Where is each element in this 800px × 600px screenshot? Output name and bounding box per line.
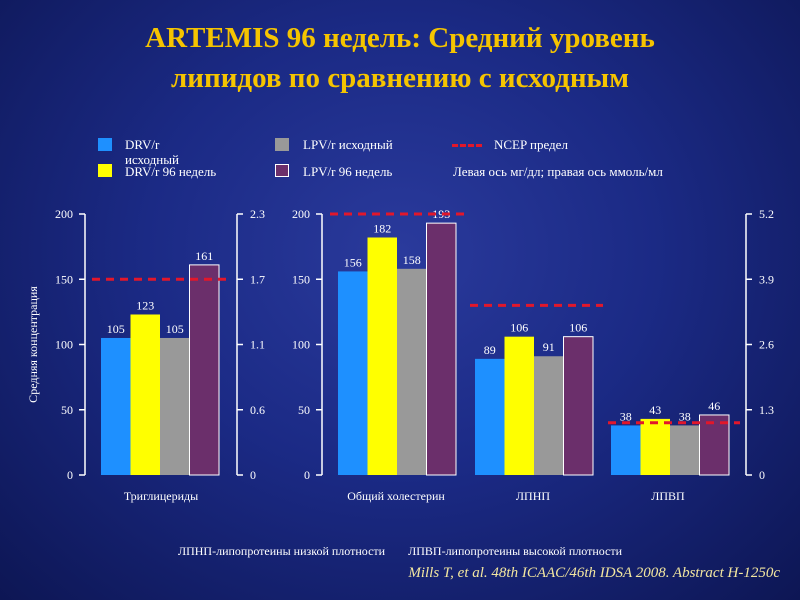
panel2-bar xyxy=(475,358,505,475)
panel2-right-tick-label: 5.2 xyxy=(759,207,774,221)
legend-swatch-lpv-base xyxy=(275,138,289,151)
panel2-bar xyxy=(397,268,427,475)
panel1-left-tick-label: 200 xyxy=(55,207,73,221)
panel2-bar xyxy=(640,418,670,475)
panel2-category-label: ЛПНП xyxy=(516,489,550,503)
panel2-left-tick-label: 150 xyxy=(292,272,310,286)
panel2-bar xyxy=(699,414,730,476)
panel1-bar-value-label: 105 xyxy=(166,322,184,336)
abbreviation-note: ЛПНП-липопротеины низкой плотности ЛПВП-… xyxy=(0,544,800,559)
panel2-category-label: ЛПВП xyxy=(651,489,685,503)
panel2-bar xyxy=(504,336,534,475)
panel1-right-tick-label: 2.3 xyxy=(250,207,265,221)
panel2-bar-value-label: 106 xyxy=(510,321,528,335)
panel2-right-tick-label: 0 xyxy=(759,468,765,482)
panel2-bar-value-label: 46 xyxy=(708,399,720,413)
panel1-right-tick-label: 0.6 xyxy=(250,403,265,417)
panel1-bar-value-label: 105 xyxy=(107,322,125,336)
legend-label-lpv-96: LPV/r 96 недель xyxy=(303,164,393,179)
panel2-right-tick-label: 3.9 xyxy=(759,272,774,286)
panel2-right-tick-label: 1.3 xyxy=(759,403,774,417)
panel1-bar xyxy=(189,264,220,476)
panel1-left-tick-label: 150 xyxy=(55,272,73,286)
panel2-left-tick-label: 100 xyxy=(292,338,310,352)
panel2-bar-value-label: 38 xyxy=(679,409,691,423)
panel1-bar-value-label: 123 xyxy=(136,298,154,312)
panel1-left-tick-label: 0 xyxy=(67,468,73,482)
panel2-bar xyxy=(426,222,457,476)
panel2-bar xyxy=(338,271,368,475)
panel2-bar xyxy=(611,425,641,475)
legend-label-lpv-base: LPV/r исходный xyxy=(303,137,393,152)
panel2-category-label: Общий холестерин xyxy=(347,489,445,503)
legend-label-ncep: NCEP предел xyxy=(494,137,568,152)
panel2-left-tick-label: 50 xyxy=(298,403,310,417)
panel2-bar xyxy=(563,336,594,476)
panel1-left-tick-label: 50 xyxy=(61,403,73,417)
panel2-bar-value-label: 106 xyxy=(569,321,587,335)
panel1-right-tick-label: 1.1 xyxy=(250,338,265,352)
panel1-category-label: Триглицериды xyxy=(124,489,198,503)
panel1-right-tick-label: 0 xyxy=(250,468,256,482)
panel2-bar xyxy=(670,425,700,475)
title-line-1: ARTEMIS 96 недель: Средний уровень xyxy=(145,22,655,54)
panel2-bar xyxy=(367,237,397,475)
panel2-bar-value-label: 89 xyxy=(484,343,496,357)
panel1-bar xyxy=(101,337,131,475)
slide-title: ARTEMIS 96 недель: Средний уровень липид… xyxy=(0,18,800,98)
panel2-bar-value-label: 38 xyxy=(620,409,632,423)
title-line-2: липидов по сравнению с исходным xyxy=(171,62,629,94)
panel1-right-tick-label: 1.7 xyxy=(250,272,265,286)
legend-swatch-drv-base xyxy=(98,138,112,151)
panel2-bar-value-label: 193 xyxy=(432,207,450,221)
panel1-bar xyxy=(160,337,190,475)
panel2-bar-value-label: 156 xyxy=(344,255,362,269)
legend-swatch-lpv-96 xyxy=(275,164,289,177)
panel2-bar-value-label: 91 xyxy=(543,340,555,354)
panel1-y-axis-title: Средняя концентрация xyxy=(26,286,40,403)
legend-axis-note: Левая ось мг/дл; правая ось ммоль/мл xyxy=(453,164,663,179)
panel2-bar xyxy=(534,356,564,475)
panel2-left-tick-label: 200 xyxy=(292,207,310,221)
panel2-bar-value-label: 158 xyxy=(403,253,421,267)
hdl-definition: ЛПВП-липопротеины высокой плотности xyxy=(408,544,623,558)
ldl-definition: ЛПНП-липопротеины низкой плотности xyxy=(177,544,386,558)
legend-label-drv-96: DRV/r 96 недель xyxy=(125,164,217,179)
legend-swatch-ncep xyxy=(452,144,482,147)
panel2-bar-value-label: 182 xyxy=(373,221,391,235)
legend-swatch-drv-96 xyxy=(98,164,112,177)
panel2-right-tick-label: 2.6 xyxy=(759,338,774,352)
panel2-bar-value-label: 43 xyxy=(649,403,661,417)
legend-label-drv-base: DRV/r исходный xyxy=(125,137,179,167)
panel2-left-tick-label: 0 xyxy=(304,468,310,482)
panel1-left-tick-label: 100 xyxy=(55,338,73,352)
citation: Mills T, et al. 48th ICAAC/46th IDSA 200… xyxy=(408,565,780,581)
panel1-bar xyxy=(130,314,160,475)
panel1-bar-value-label: 161 xyxy=(195,249,213,263)
